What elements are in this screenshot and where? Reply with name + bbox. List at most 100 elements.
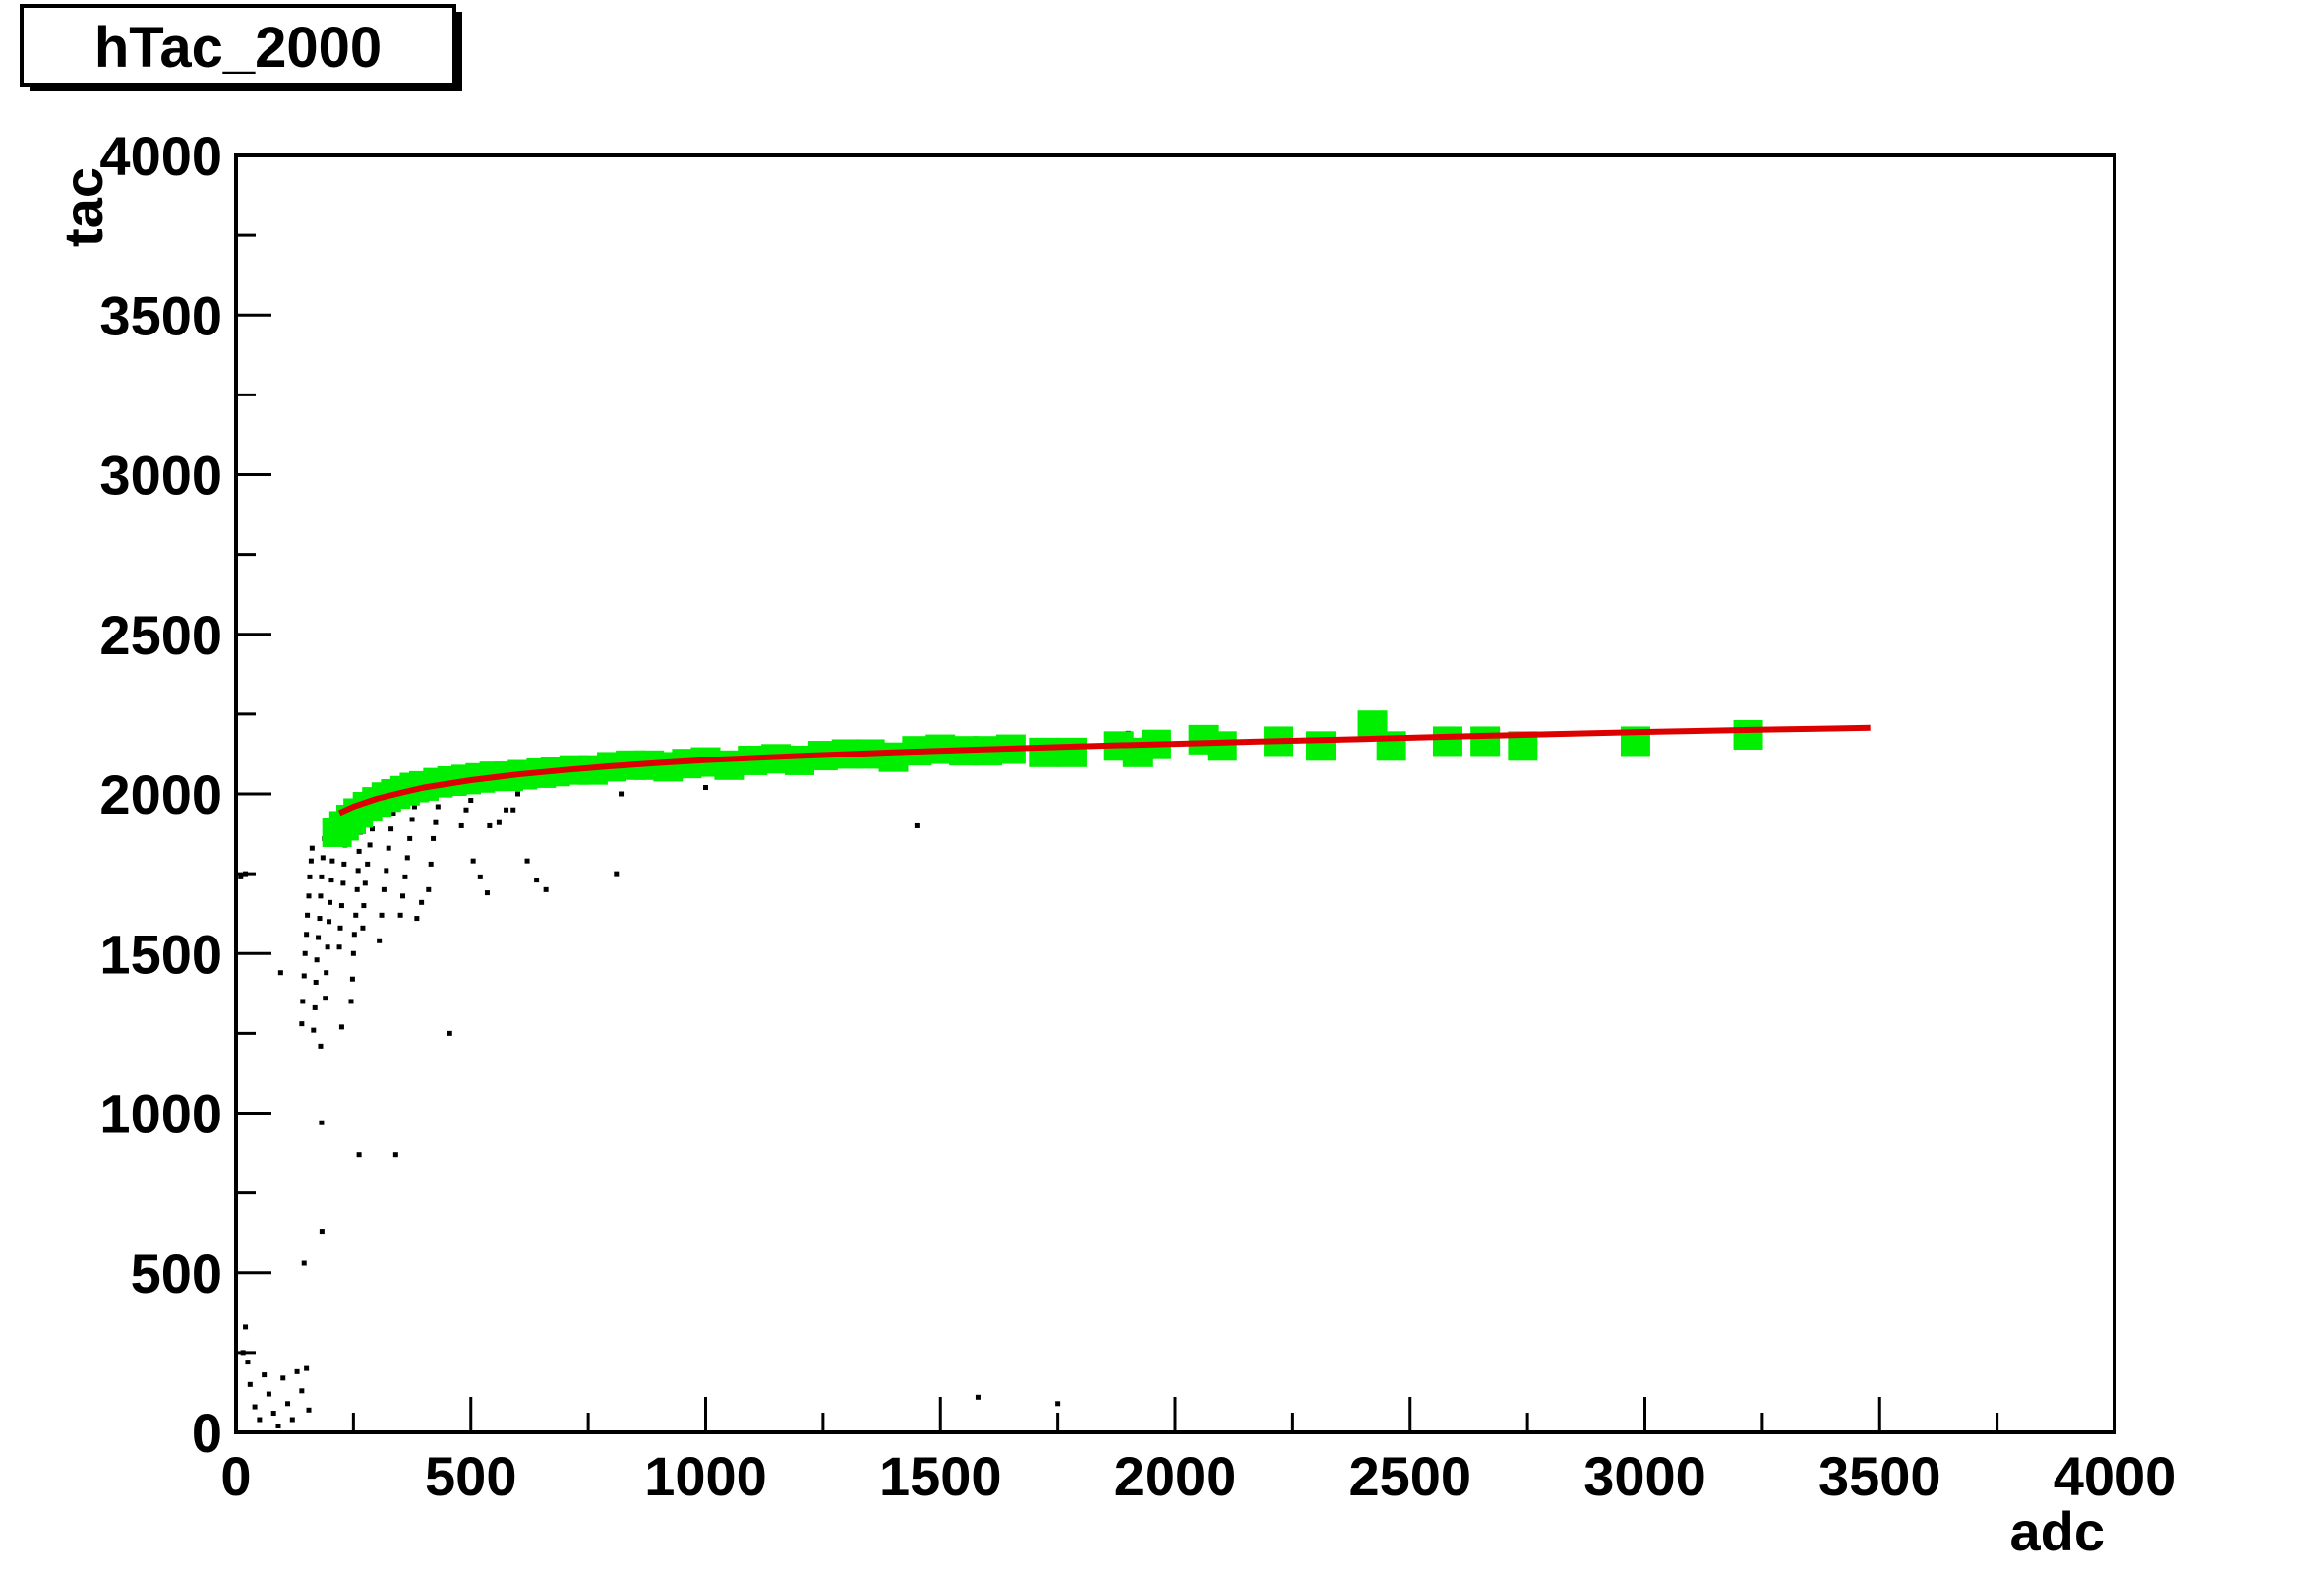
raw-point xyxy=(329,858,335,864)
y-tick-label: 0 xyxy=(192,1402,222,1464)
raw-point xyxy=(402,874,408,879)
raw-point xyxy=(1055,1401,1061,1407)
raw-point xyxy=(351,932,357,938)
raw-point xyxy=(353,912,359,918)
x-tick-label: 1000 xyxy=(644,1445,767,1507)
raw-point xyxy=(484,890,490,896)
raw-point xyxy=(243,871,249,877)
tick-labels: 0 500 1000 1500 2000 2500 3000 3500 4000 0 500 1000… xyxy=(99,125,2175,1507)
raw-point xyxy=(325,944,330,950)
raw-point xyxy=(361,903,367,909)
raw-point xyxy=(306,893,312,899)
raw-point xyxy=(411,804,417,810)
x-tick-label: 3000 xyxy=(1583,1445,1706,1507)
raw-point xyxy=(409,817,415,822)
raw-point xyxy=(356,848,362,854)
x-tick-label: 3500 xyxy=(1818,1445,1941,1507)
raw-point xyxy=(309,845,315,851)
raw-point xyxy=(397,912,403,918)
chart-title: hTac_2000 xyxy=(94,16,382,80)
raw-point xyxy=(319,1120,325,1125)
raw-point xyxy=(243,1324,249,1330)
plot-frame xyxy=(234,153,2116,1434)
raw-point xyxy=(447,1030,452,1036)
raw-point xyxy=(336,944,342,950)
raw-point xyxy=(504,807,509,813)
raw-point xyxy=(356,1152,362,1158)
raw-point xyxy=(338,1024,344,1030)
raw-point xyxy=(307,874,313,879)
raw-point xyxy=(299,1388,305,1394)
raw-point xyxy=(543,886,549,892)
y-tick-label: 1000 xyxy=(99,1083,222,1145)
raw-point xyxy=(312,1004,318,1010)
x-tick-label: 0 xyxy=(220,1445,251,1507)
raw-point xyxy=(301,1260,307,1266)
raw-point xyxy=(327,919,332,925)
raw-point xyxy=(304,1365,310,1371)
raw-point xyxy=(975,1394,981,1400)
raw-point xyxy=(245,1360,251,1365)
raw-point xyxy=(300,999,306,1004)
y-tick-label: 3000 xyxy=(99,445,222,507)
x-tick-label: 4000 xyxy=(2054,1445,2176,1507)
raw-point xyxy=(324,970,329,976)
raw-point xyxy=(468,797,474,803)
x-tick-label: 1500 xyxy=(879,1445,1002,1507)
x-axis-title: adc xyxy=(2010,1500,2106,1562)
x-tick-label: 2000 xyxy=(1114,1445,1237,1507)
raw-point xyxy=(302,950,308,956)
raw-point xyxy=(299,1021,305,1027)
raw-point xyxy=(477,874,483,879)
raw-point xyxy=(316,935,322,940)
fit-curve xyxy=(337,724,1871,817)
raw-point xyxy=(614,871,620,877)
raw-point xyxy=(305,912,311,918)
raw-point xyxy=(280,1375,286,1381)
raw-point xyxy=(369,826,375,832)
raw-point xyxy=(400,893,406,899)
raw-point xyxy=(308,858,314,864)
fit-curve-layer xyxy=(337,724,1871,817)
raw-point xyxy=(277,970,283,976)
raw-point xyxy=(377,938,383,943)
raw-point xyxy=(435,804,441,810)
x-tick-label: 500 xyxy=(425,1445,516,1507)
raw-point xyxy=(348,999,354,1004)
raw-point xyxy=(275,1424,281,1429)
y-tick-label: 3500 xyxy=(99,284,222,346)
raw-point xyxy=(306,1407,312,1413)
raw-point xyxy=(355,868,361,874)
raw-point xyxy=(317,916,323,922)
raw-point xyxy=(338,903,344,909)
raw-point xyxy=(470,858,476,864)
raw-point xyxy=(365,861,371,867)
raw-point xyxy=(314,957,320,963)
raw-point xyxy=(487,822,493,828)
raw-point xyxy=(257,1417,263,1423)
raw-point xyxy=(341,861,347,867)
raw-point xyxy=(914,822,920,828)
raw-point xyxy=(323,996,328,1001)
profile-marker xyxy=(1306,731,1337,761)
raw-point xyxy=(390,810,396,816)
raw-point xyxy=(367,842,373,848)
raw-point xyxy=(349,976,355,982)
raw-point xyxy=(407,835,413,841)
raw-point xyxy=(386,845,391,851)
raw-point xyxy=(360,925,366,931)
raw-point xyxy=(426,886,432,892)
profile-marker xyxy=(1470,726,1501,757)
y-tick-label: 500 xyxy=(131,1242,222,1304)
raw-point xyxy=(362,880,368,886)
raw-point xyxy=(524,858,530,864)
raw-point xyxy=(458,822,464,828)
raw-point xyxy=(354,886,360,892)
raw-point xyxy=(328,899,332,905)
raw-point xyxy=(414,916,420,922)
raw-point xyxy=(304,932,310,938)
raw-point xyxy=(515,791,520,797)
raw-point xyxy=(319,874,325,879)
raw-point xyxy=(404,855,410,861)
